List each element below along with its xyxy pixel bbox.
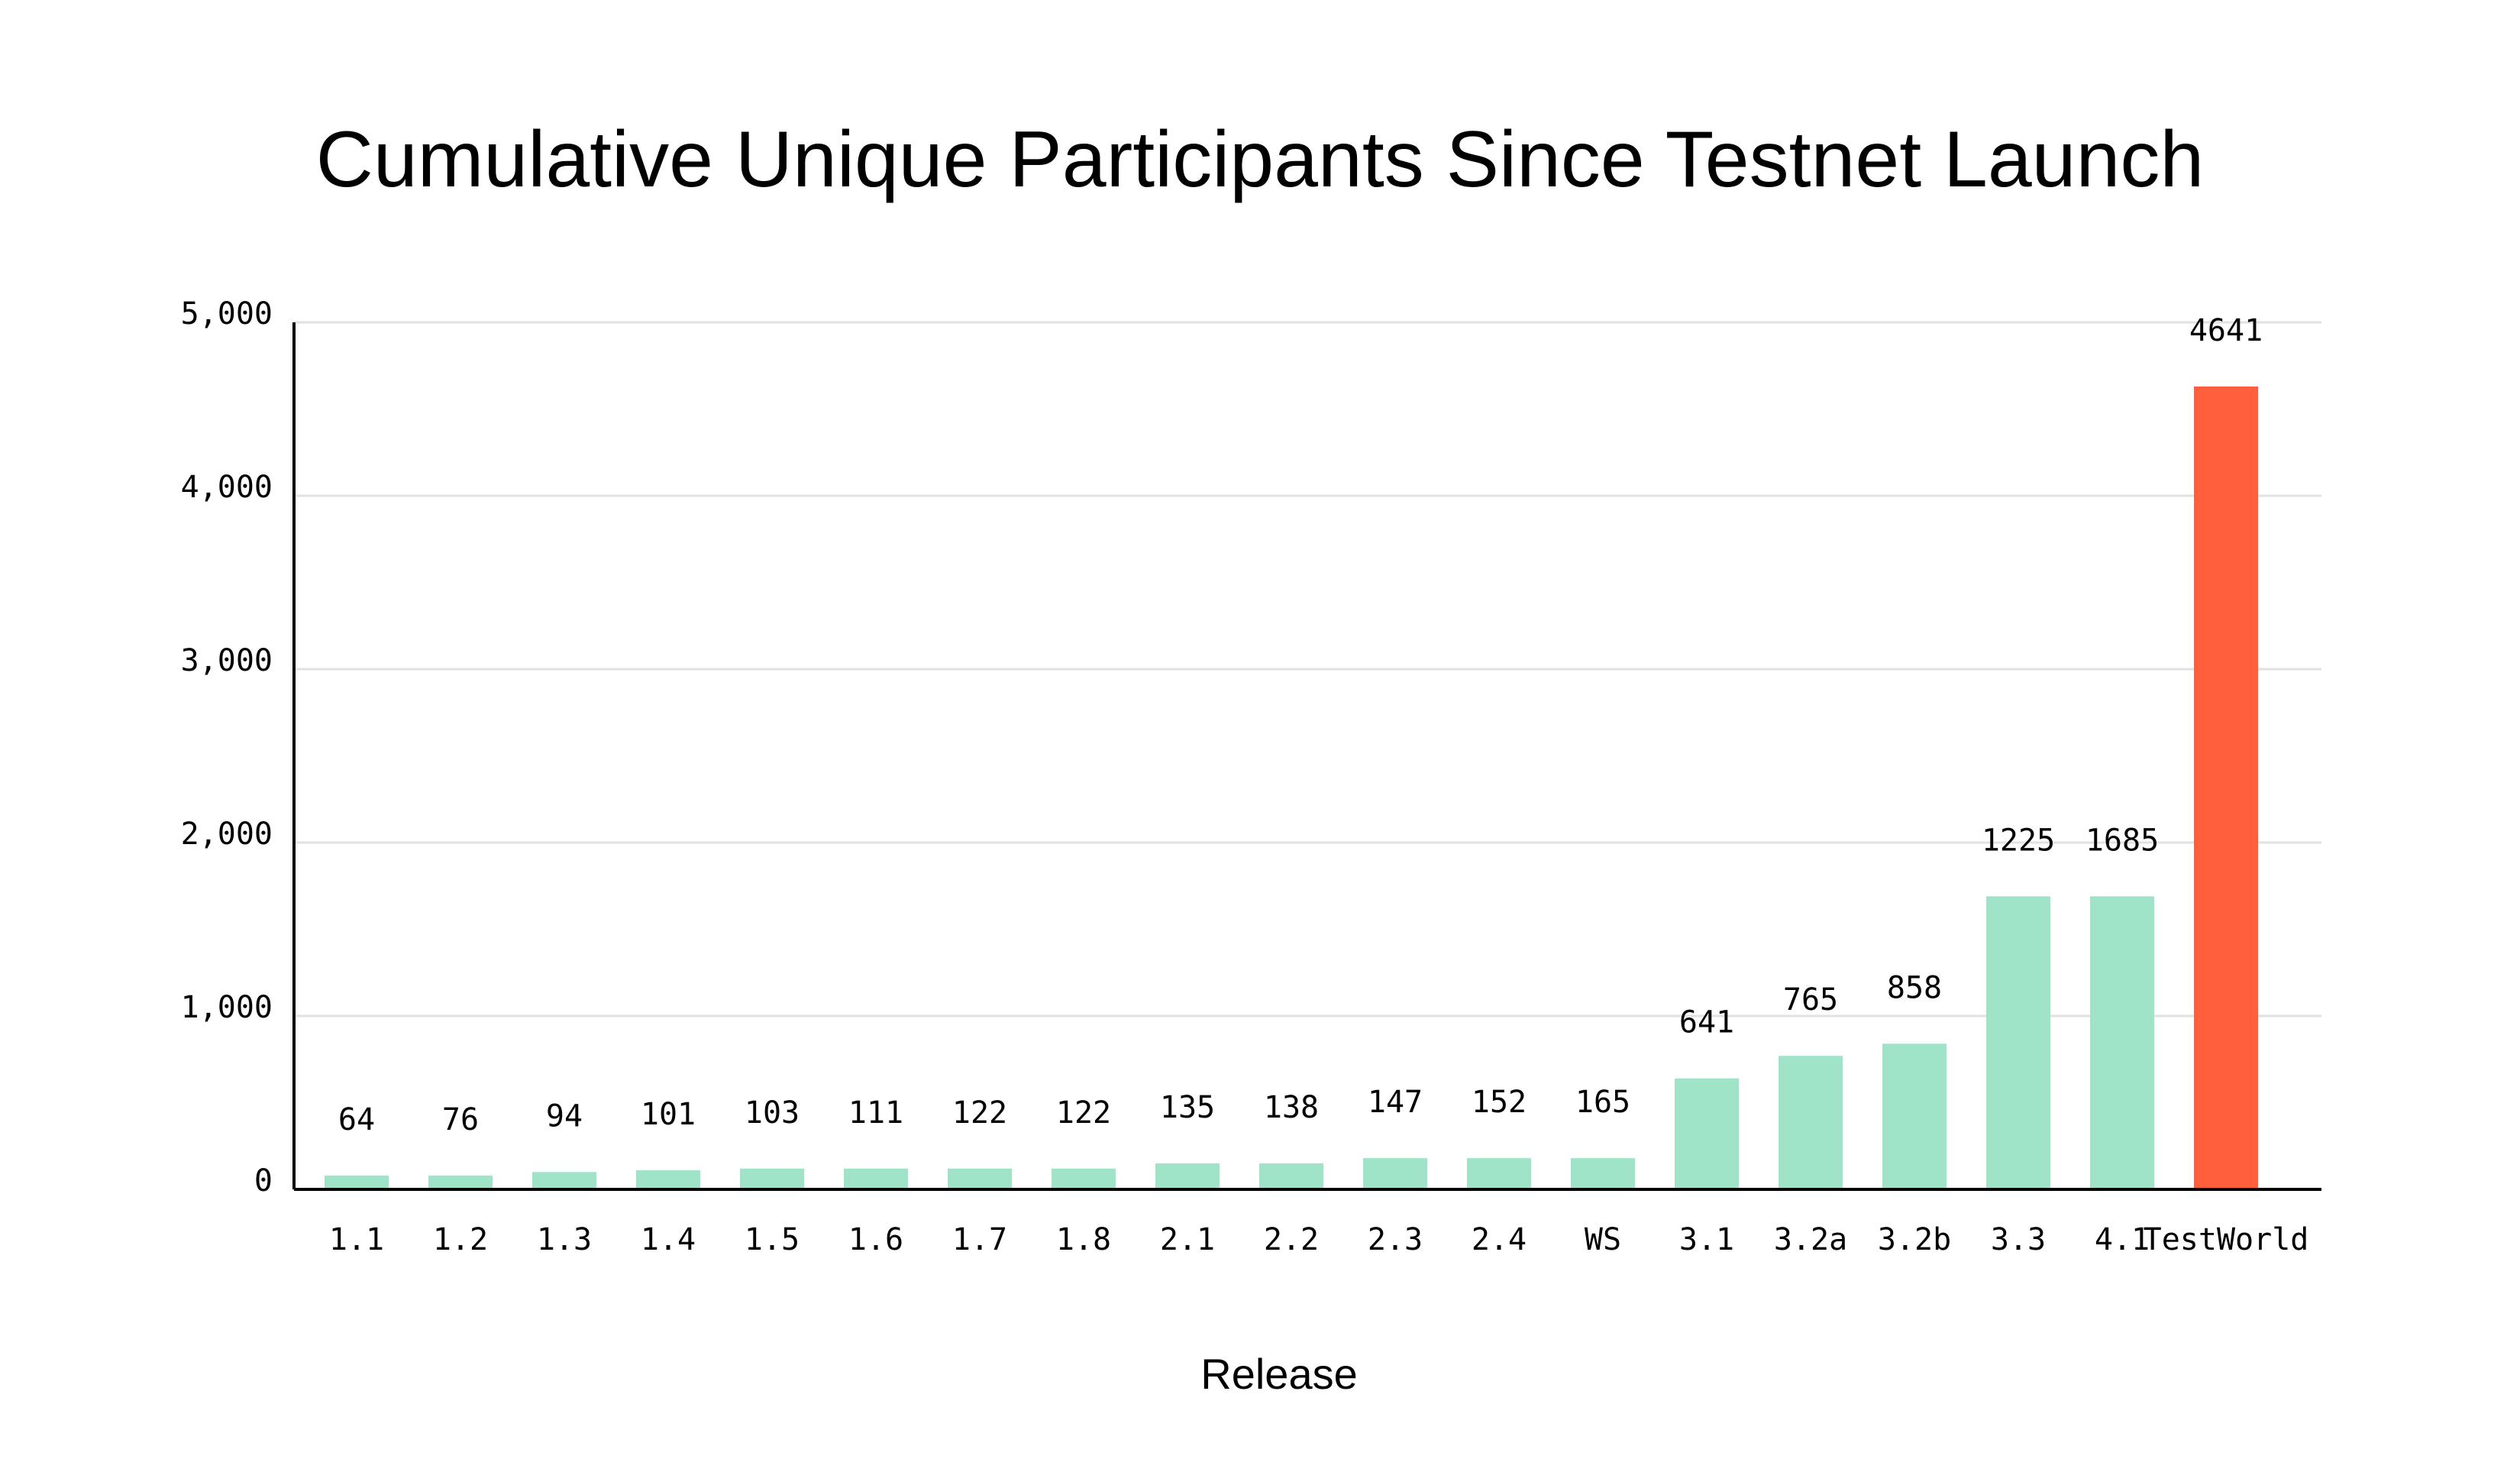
data-label: 165 bbox=[1575, 1085, 1630, 1120]
data-label: 101 bbox=[641, 1097, 696, 1132]
bar bbox=[325, 1175, 389, 1189]
bar bbox=[1882, 1043, 1947, 1189]
x-tick-label: 1.8 bbox=[1056, 1222, 1111, 1257]
data-label: 111 bbox=[848, 1095, 903, 1131]
data-label: 64 bbox=[338, 1102, 375, 1137]
data-label: 138 bbox=[1264, 1090, 1319, 1125]
data-label: 641 bbox=[1679, 1005, 1734, 1040]
x-tick-label: 2.4 bbox=[1472, 1222, 1527, 1257]
data-label: 135 bbox=[1160, 1090, 1215, 1125]
bar bbox=[740, 1168, 804, 1189]
bar bbox=[1155, 1163, 1220, 1189]
bar-highlight bbox=[2194, 386, 2258, 1189]
y-tick-label: 5,000 bbox=[181, 296, 273, 332]
x-tick-label: 3.1 bbox=[1679, 1222, 1734, 1257]
data-labels: 64 76 94 101 103 111 122 122 135 138 147 152 165 641 7… bbox=[338, 313, 2263, 1137]
chart-title: Cumulative Unique Participants Since Tes… bbox=[315, 115, 2205, 204]
bar bbox=[844, 1168, 908, 1189]
data-label: 152 bbox=[1472, 1085, 1527, 1120]
bar bbox=[1052, 1168, 1116, 1189]
y-tick-label: 4,000 bbox=[181, 470, 273, 505]
x-tick-label: 1.7 bbox=[952, 1222, 1007, 1257]
data-label: 103 bbox=[745, 1095, 800, 1131]
bar bbox=[1571, 1158, 1635, 1189]
x-tick-label: TestWorld bbox=[2144, 1222, 2309, 1257]
bar bbox=[2090, 896, 2154, 1189]
bar bbox=[532, 1172, 596, 1189]
x-tick-label: 1.5 bbox=[745, 1222, 800, 1257]
bars bbox=[325, 386, 2258, 1189]
bar bbox=[1779, 1056, 1843, 1189]
bar bbox=[948, 1168, 1012, 1189]
x-tick-label: 2.1 bbox=[1160, 1222, 1215, 1257]
y-tick-label: 1,000 bbox=[181, 990, 273, 1025]
x-tick-label: 4.1 bbox=[2095, 1222, 2150, 1257]
x-tick-label: 1.4 bbox=[641, 1222, 696, 1257]
bar bbox=[1259, 1163, 1323, 1189]
x-tick-label: 3.2a bbox=[1774, 1222, 1847, 1257]
x-tick-label: 1.1 bbox=[329, 1222, 384, 1257]
data-label: 94 bbox=[546, 1098, 583, 1134]
gridlines bbox=[294, 321, 2321, 1017]
x-tick-label: 3.3 bbox=[1991, 1222, 2046, 1257]
x-axis-title: Release bbox=[1200, 1350, 1357, 1398]
data-label: 76 bbox=[442, 1102, 479, 1137]
data-label: 4641 bbox=[2189, 313, 2263, 348]
x-tick-label: 2.3 bbox=[1368, 1222, 1423, 1257]
data-label: 765 bbox=[1783, 982, 1838, 1017]
data-label: 122 bbox=[1056, 1095, 1111, 1131]
bar bbox=[1675, 1078, 1739, 1189]
x-tick-label: 3.2b bbox=[1878, 1222, 1951, 1257]
y-axis-ticks: 0 1,000 2,000 3,000 4,000 5,000 bbox=[181, 296, 273, 1199]
data-label: 1685 bbox=[2085, 823, 2159, 858]
bar bbox=[1467, 1158, 1531, 1189]
bar bbox=[1363, 1158, 1427, 1189]
x-tick-label: 1.2 bbox=[433, 1222, 488, 1257]
y-tick-label: 0 bbox=[254, 1163, 273, 1199]
x-axis-ticks: 1.1 1.2 1.3 1.4 1.5 1.6 1.7 1.8 2.1 2.2 2.3 2.4 WS 3.… bbox=[329, 1222, 2309, 1257]
x-tick-label: 1.3 bbox=[537, 1222, 592, 1257]
bar bbox=[636, 1170, 700, 1189]
y-tick-label: 3,000 bbox=[181, 643, 273, 678]
bar bbox=[1986, 896, 2050, 1189]
y-tick-label: 2,000 bbox=[181, 817, 273, 852]
data-label: 858 bbox=[1887, 970, 1942, 1005]
x-tick-label: WS bbox=[1585, 1222, 1621, 1257]
data-label: 122 bbox=[952, 1095, 1007, 1131]
x-tick-label: 2.2 bbox=[1264, 1222, 1319, 1257]
data-label: 1225 bbox=[1982, 823, 2055, 858]
data-label: 147 bbox=[1368, 1085, 1423, 1120]
bar bbox=[428, 1175, 493, 1189]
x-tick-label: 1.6 bbox=[848, 1222, 903, 1257]
